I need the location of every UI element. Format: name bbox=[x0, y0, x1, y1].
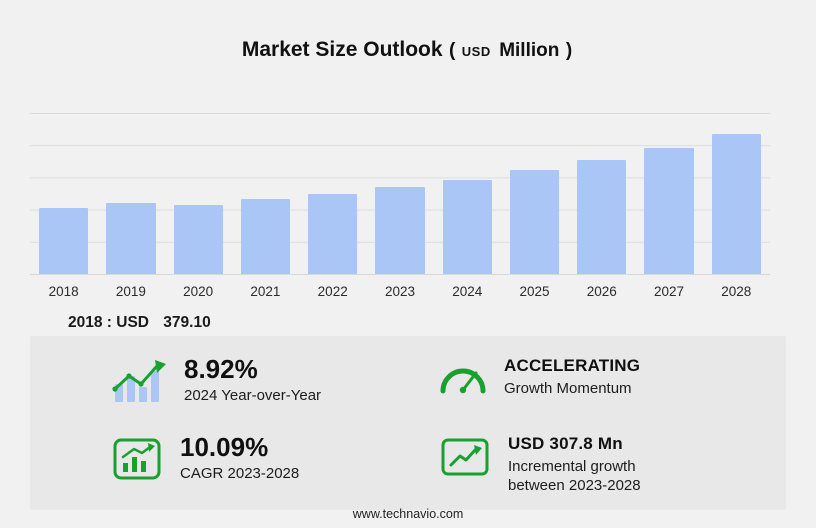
bar-2025 bbox=[509, 170, 560, 274]
chart-title-paren-close: ) bbox=[565, 40, 573, 61]
bar-2026 bbox=[577, 160, 627, 274]
cagr-value: 10.09% bbox=[180, 432, 269, 463]
chart-title-main: Market Size Outlook bbox=[241, 38, 443, 61]
bar-2020 bbox=[173, 205, 223, 274]
base-year-annotation: 2018 : USD 379.10 bbox=[68, 314, 211, 332]
bar-2023 bbox=[375, 187, 425, 274]
yoy-value: 8.92% bbox=[184, 354, 258, 384]
x-tick-label: 2020 bbox=[183, 284, 214, 299]
x-tick-label: 2018 bbox=[48, 284, 79, 299]
chart-title: Market Size Outlook ( USD Million ) bbox=[0, 38, 816, 62]
stat-cagr: 10.09% CAGR 2023-2028 bbox=[110, 432, 438, 496]
chart-title-unit: Million bbox=[499, 40, 560, 61]
bar-2018 bbox=[39, 208, 89, 274]
incremental-label: Incremental growth between 2023-2028 bbox=[508, 458, 641, 495]
momentum-label: Growth Momentum bbox=[504, 380, 632, 398]
bar-2027 bbox=[644, 148, 694, 274]
stats-panel: 8.92% 2024 Year-over-Year ACCELERATING G… bbox=[30, 336, 786, 510]
stat-momentum: ACCELERATING Growth Momentum bbox=[438, 356, 766, 406]
yoy-label: 2024 Year-over-Year bbox=[184, 387, 322, 405]
bar-2019 bbox=[106, 203, 156, 274]
chart-title-currency: USD bbox=[461, 44, 491, 59]
stats-grid: 8.92% 2024 Year-over-Year ACCELERATING G… bbox=[30, 336, 786, 496]
x-tick-label: 2027 bbox=[654, 284, 685, 299]
x-tick-label: 2023 bbox=[384, 284, 415, 299]
stat-yoy: 8.92% 2024 Year-over-Year bbox=[110, 354, 438, 406]
bar-2022 bbox=[308, 194, 358, 274]
bar-2024 bbox=[442, 180, 492, 274]
incremental-growth-icon bbox=[441, 438, 489, 476]
incremental-value: USD 307.8 Mn bbox=[508, 434, 623, 454]
x-tick-label: 2019 bbox=[115, 284, 146, 299]
yoy-growth-icon bbox=[112, 360, 166, 402]
base-year-value: 379.10 bbox=[163, 314, 211, 331]
bar-plot bbox=[30, 113, 770, 275]
bar-2028 bbox=[711, 134, 761, 274]
market-size-bar-chart: 2018 2019 2020 2021 2022 2023 2024 2025 2026 2027… bbox=[30, 113, 770, 299]
x-tick-label: 2026 bbox=[586, 284, 617, 299]
stat-incremental: USD 307.8 Mn Incremental growth between … bbox=[438, 434, 766, 496]
x-tick-label: 2025 bbox=[519, 284, 550, 299]
momentum-value: ACCELERATING bbox=[504, 356, 641, 375]
x-tick-label: 2028 bbox=[721, 284, 752, 299]
chart-title-paren-open: ( bbox=[449, 40, 456, 61]
x-axis-labels: 2018 2019 2020 2021 2022 2023 2024 2025 2026 2027… bbox=[30, 284, 770, 299]
speedometer-icon bbox=[440, 368, 486, 394]
base-year-label: 2018 : USD bbox=[68, 314, 149, 331]
x-tick-label: 2024 bbox=[452, 284, 483, 299]
cagr-label: CAGR 2023-2028 bbox=[180, 465, 300, 483]
bar-2021 bbox=[240, 199, 291, 274]
x-tick-label: 2021 bbox=[250, 284, 281, 299]
x-tick-label: 2022 bbox=[317, 284, 348, 299]
cagr-chart-icon bbox=[113, 438, 161, 480]
source-url: www.technavio.com bbox=[352, 507, 464, 521]
